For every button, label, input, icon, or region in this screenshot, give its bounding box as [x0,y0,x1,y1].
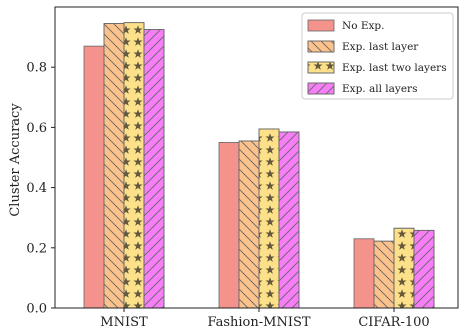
axes-frame [54,6,459,309]
x-tick-label: MNIST [100,315,148,329]
y-tick-label: 0.8 [26,61,47,76]
y-tick-label: 0.6 [26,121,47,136]
x-tick-label: Fashion-MNIST [207,315,310,329]
bar [353,238,375,309]
legend-swatch-hatch [307,61,335,74]
bar-hatch [278,131,300,309]
y-tick-label: 0.2 [26,241,47,256]
y-axis-title: Cluster Accuracy [8,103,23,217]
bar [218,142,240,309]
legend-swatch-hatch [307,82,335,95]
bar-hatch [258,128,280,309]
bar-hatch [393,227,415,309]
legend-label: No Exp. [342,20,385,32]
legend-box [301,12,454,100]
legend-label: Exp. all layers [342,83,417,95]
bar-hatch [103,23,125,309]
legend-label: Exp. last two layers [342,62,447,74]
legend-swatch-hatch [307,40,335,53]
bar-hatch [373,240,395,309]
x-tick-label: CIFAR-100 [358,315,429,329]
bar-hatch [143,29,165,309]
bar-hatch [413,229,435,309]
legend-swatch [307,19,335,32]
y-tick-label: 0.4 [26,181,47,196]
plot-area: 0.0 0.2 0.4 0.6 0.8 MNIST Fashion-MNIST CIFAR-1… [26,6,459,329]
legend-label: Exp. last layer [342,41,419,53]
bar-hatch [123,22,145,309]
bar [83,45,105,309]
y-tick-label: 0.0 [26,302,47,317]
bar-hatch [238,140,260,309]
